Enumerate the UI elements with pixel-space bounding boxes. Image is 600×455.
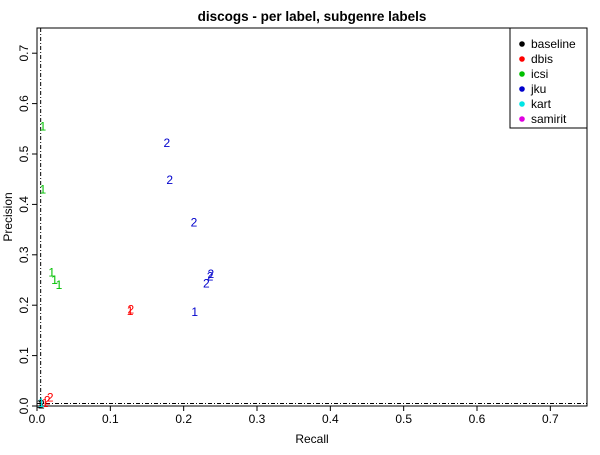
x-tick-label: 0.6 [469,412,486,426]
data-point-dbis: 1 [127,304,134,318]
y-tick-label: 0.5 [17,145,31,162]
legend-marker-dbis [519,56,525,62]
data-point-baseline: 2 [38,397,45,411]
data-point-icsi: 1 [48,265,55,279]
data-point-icsi: 1 [56,278,63,292]
y-axis-label: Precision [1,192,15,241]
data-point-jku: 2 [163,136,170,150]
x-tick-label: 0.5 [395,412,412,426]
data-point-jku: 1 [191,305,198,319]
data-point-baseline: 1 [37,397,44,411]
y-tick-label: 0.0 [17,397,31,414]
legend-label-icsi: icsi [531,67,548,81]
data-point-icsi: 1 [40,119,47,133]
x-axis-label: Recall [295,432,328,446]
legend-marker-samirit [519,116,525,122]
x-tick-label: 0.4 [322,412,339,426]
x-tick-label: 0.3 [249,412,266,426]
plot-frame [36,27,588,407]
legend-label-baseline: baseline [531,37,576,51]
y-tick-label: 0.6 [17,95,31,112]
data-point-kart: 1 [38,396,45,410]
legend-label-samirit: samirit [531,112,567,126]
y-axis: 0.0 0.1 0.2 0.3 0.4 0.5 0.6 0.7 [17,45,37,414]
x-axis: 0.0 0.1 0.2 0.3 0.4 0.5 0.6 0.7 [29,406,559,426]
data-point-jku: 2 [166,173,173,187]
legend-label-kart: kart [531,97,552,111]
data-point-dbis: 1 [42,396,49,410]
y-tick-label: 0.4 [17,196,31,213]
y-tick-label: 0.7 [17,45,31,62]
chart-title: discogs - per label, subgenre labels [198,9,427,24]
data-point-jku: 2 [203,277,210,291]
reference-lines [37,28,587,406]
y-tick-label: 0.3 [17,246,31,263]
legend-label-dbis: dbis [531,52,553,66]
data-point-dbis: 2 [47,390,54,404]
legend-marker-icsi [519,71,525,77]
y-tick-label: 0.2 [17,297,31,314]
data-point-jku: 2 [191,216,198,230]
legend-marker-kart [519,101,525,107]
data-point-jku: 2 [207,267,214,281]
legend-label-jku: jku [530,82,546,96]
x-tick-label: 0.7 [542,412,559,426]
data-point-icsi: 1 [51,273,58,287]
x-tick-label: 0.2 [175,412,192,426]
x-tick-label: 0.1 [102,412,119,426]
legend-marker-baseline [519,41,525,47]
data-point-jku: 2 [207,269,214,283]
data-point-dbis: 2 [44,393,51,407]
legend-marker-jku [519,86,525,92]
data-point-icsi: 1 [40,182,47,196]
y-tick-label: 0.1 [17,347,31,364]
data-point-dbis: 2 [128,303,135,317]
x-tick-label: 0.0 [29,412,46,426]
